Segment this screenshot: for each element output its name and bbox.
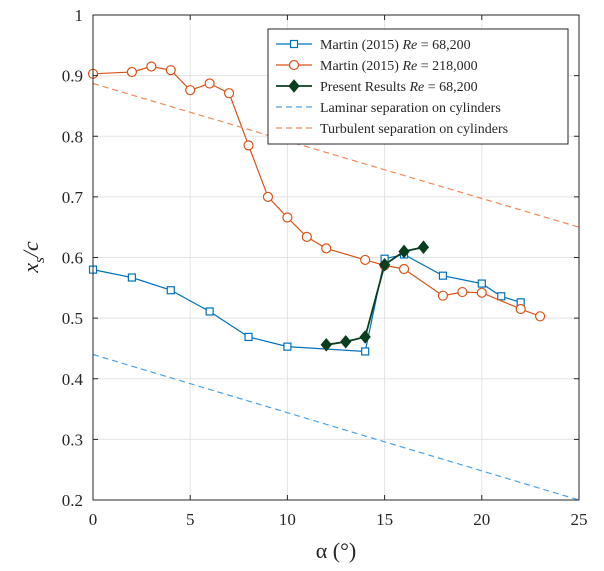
x-tick-label: 20	[473, 510, 490, 529]
data-point-square	[497, 292, 506, 301]
data-point-circle	[535, 311, 546, 322]
data-point-circle	[288, 59, 300, 71]
legend-label: Turbulent separation on cylinders	[320, 122, 508, 137]
legend-label: Laminar separation on cylinders	[320, 101, 501, 116]
legend-box	[267, 28, 569, 145]
legend-label-prefix: Martin (2015)	[320, 59, 402, 74]
legend-label-prefix: Present Results	[320, 80, 409, 95]
data-point-circle	[457, 286, 468, 298]
legend-entry: Turbulent separation on cylinders	[276, 122, 508, 137]
series-line	[92, 353, 580, 501]
data-point-square	[205, 307, 214, 316]
y-axis-label: xs/c	[18, 241, 48, 274]
data-point-diamond	[378, 257, 391, 272]
y-label-rest: /c	[18, 241, 43, 259]
data-point-square	[438, 271, 448, 280]
data-point-diamond	[320, 338, 332, 352]
data-point-square	[127, 273, 136, 282]
data-point-circle	[126, 66, 137, 78]
legend-label-italic: Re	[408, 80, 424, 95]
data-point-circle	[185, 85, 196, 96]
series-3	[92, 353, 580, 501]
legend-label-prefix: Turbulent separation on cylinders	[320, 122, 508, 137]
y-tick-label: 0.8	[62, 127, 83, 146]
data-point-diamond	[288, 79, 300, 93]
legend-label-suffix: = 68,200	[424, 80, 477, 95]
series-4	[92, 82, 580, 228]
data-point-circle	[360, 254, 371, 266]
x-tick-label: 25	[571, 510, 588, 529]
y-tick-label: 0.5	[62, 309, 83, 328]
x-tick-label: 10	[279, 510, 296, 529]
data-point-circle	[204, 78, 215, 89]
x-tick-label: 0	[89, 510, 98, 529]
y-tick-label: 0.9	[62, 67, 83, 86]
legend-label: Martin (2015) Re = 218,000	[320, 59, 478, 74]
y-label-x: x	[18, 263, 43, 274]
data-point-circle	[321, 243, 332, 254]
y-tick-label: 0.6	[62, 249, 83, 268]
y-label-subscript: s	[32, 257, 48, 263]
x-axis-label: α (°)	[316, 538, 356, 563]
data-point-circle	[262, 191, 274, 202]
y-tick-label: 0.2	[62, 491, 83, 510]
data-point-diamond	[340, 334, 352, 349]
data-point-diamond	[417, 240, 430, 254]
data-point-diamond	[359, 330, 371, 344]
data-point-square	[289, 39, 299, 49]
x-tick-label: 15	[376, 510, 393, 529]
data-point-circle	[301, 231, 312, 242]
ticks: 0 5 10 15 20 25 0.2 0.3 0.4 0.5 0.6 0.7 0.8 0.9 1	[62, 6, 588, 529]
data-point-circle	[223, 88, 235, 99]
legend-label-italic: Re	[401, 59, 417, 74]
legend-label-prefix: Martin (2015)	[320, 38, 402, 53]
data-point-circle	[398, 263, 410, 275]
y-tick-label: 0.3	[62, 430, 83, 449]
data-point-square	[166, 286, 175, 295]
series-line	[92, 82, 580, 228]
y-tick-label: 0.4	[62, 370, 84, 389]
series-layer	[87, 61, 580, 501]
legend-entry: Martin (2015) Re = 218,000	[276, 59, 478, 74]
data-point-square	[361, 347, 370, 356]
y-tick-label: 0.7	[62, 188, 84, 207]
legend-label-prefix: Laminar separation on cylinders	[320, 101, 501, 116]
legend-label: Present Results Re = 68,200	[320, 80, 478, 95]
legend-label-suffix: = 218,000	[417, 59, 477, 74]
data-point-diamond	[398, 244, 410, 259]
y-tick-label: 1	[75, 6, 84, 25]
data-point-circle	[146, 61, 157, 72]
data-point-circle	[165, 65, 176, 76]
data-point-circle	[476, 287, 487, 298]
data-point-square	[477, 279, 486, 288]
legend-entry: Present Results Re = 68,200	[276, 79, 478, 95]
data-point-square	[244, 332, 253, 342]
legend-label: Martin (2015) Re = 68,200	[320, 38, 471, 53]
legend-entry: Martin (2015) Re = 68,200	[276, 38, 471, 53]
legend-entry: Laminar separation on cylinders	[276, 101, 501, 116]
data-point-circle	[243, 140, 254, 151]
legend-label-suffix: = 68,200	[417, 38, 470, 53]
data-point-circle	[437, 290, 449, 301]
x-tick-label: 5	[186, 510, 195, 529]
data-point-square	[283, 342, 292, 351]
data-point-circle	[515, 303, 526, 315]
legend-label-italic: Re	[401, 38, 417, 53]
series-2	[320, 240, 430, 352]
data-point-circle	[282, 212, 293, 223]
